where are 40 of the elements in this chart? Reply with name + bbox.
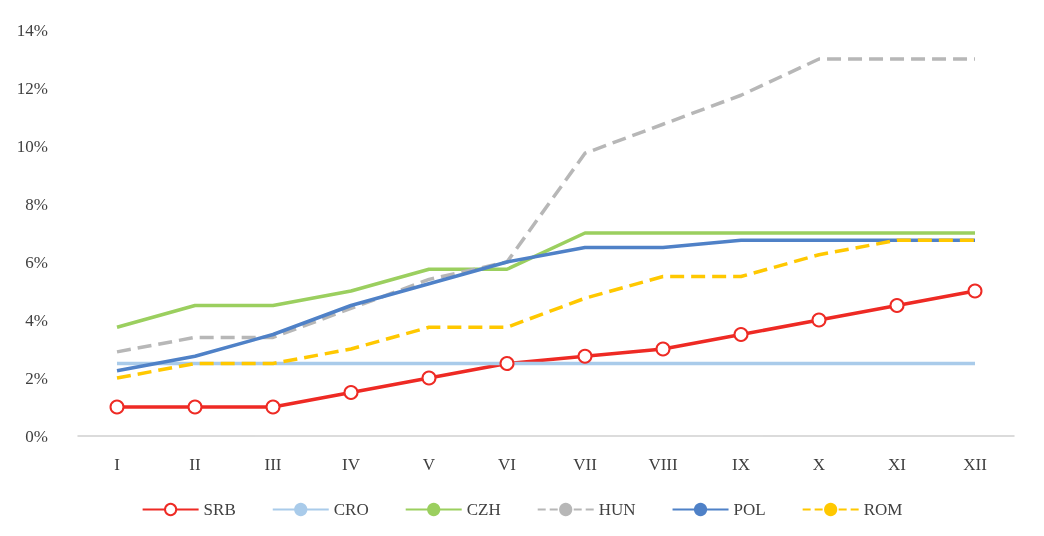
legend-label: ROM (863, 500, 903, 519)
point (499, 356, 515, 371)
point (889, 298, 905, 313)
y-tick-label: 10% (16, 136, 48, 156)
point (109, 399, 125, 415)
x-tick-label: XII (963, 455, 988, 474)
x-tick-label: VI (498, 455, 517, 474)
x-tick-label: V (422, 455, 436, 474)
y-tick-label: 14% (16, 20, 48, 40)
legend-label: CRO (333, 500, 369, 519)
point (655, 341, 671, 357)
point (265, 399, 281, 415)
legend-label: SRB (203, 500, 236, 519)
legend-label: POL (733, 500, 766, 519)
legend-label: HUN (598, 500, 636, 519)
x-tick-label: VII (573, 455, 598, 474)
y-tick-label: 4% (25, 310, 48, 330)
x-tick-label: I (114, 455, 121, 474)
y-tick-label: 8% (25, 194, 48, 214)
y-tick-label: 6% (25, 252, 48, 272)
point (343, 385, 359, 400)
x-tick-label: IV (342, 455, 361, 474)
line-series (115, 231, 977, 329)
y-tick-label: 0% (25, 426, 48, 446)
x-tick-label: XI (888, 455, 907, 474)
point (811, 312, 827, 328)
point (967, 283, 983, 299)
point (421, 370, 437, 386)
line-series (115, 57, 977, 354)
x-tick-label: II (189, 455, 201, 474)
x-tick-label: X (812, 455, 826, 474)
legend-label: CZH (466, 500, 501, 519)
point (187, 399, 203, 415)
point (733, 327, 749, 342)
x-tick-label: III (264, 455, 282, 474)
point (577, 348, 593, 364)
x-tick-label: VIII (648, 455, 678, 474)
x-tick-label: IX (732, 455, 750, 474)
y-tick-label: 2% (25, 368, 48, 388)
y-tick-label: 12% (16, 78, 48, 98)
